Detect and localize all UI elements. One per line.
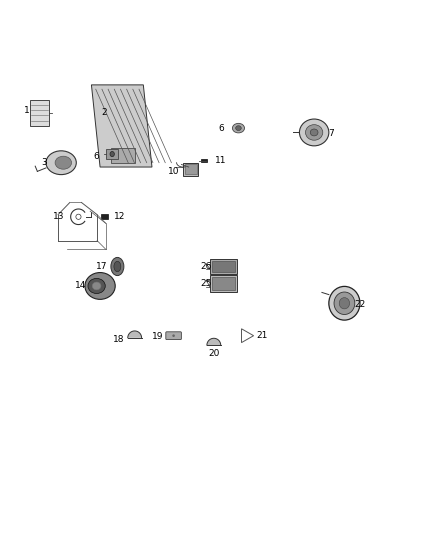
Text: 25: 25 [200,279,212,288]
Text: 14: 14 [75,281,86,290]
Text: 12: 12 [114,212,125,221]
Polygon shape [128,331,141,338]
Ellipse shape [233,123,244,133]
Text: 6: 6 [218,125,224,133]
Ellipse shape [329,286,360,320]
Text: 18: 18 [113,335,124,344]
Text: 21: 21 [257,331,268,340]
Ellipse shape [85,272,115,300]
Bar [185,165,197,174]
Bar [31,100,49,126]
Text: 19: 19 [152,333,163,342]
Bar [111,148,134,163]
Ellipse shape [172,334,175,337]
Ellipse shape [236,126,241,131]
Text: 13: 13 [53,212,65,221]
Bar [184,163,198,176]
Bar [210,275,237,293]
Polygon shape [207,338,221,345]
Text: 2: 2 [102,109,107,117]
Text: 17: 17 [95,262,107,271]
Ellipse shape [305,125,323,140]
Ellipse shape [110,151,114,157]
Text: 10: 10 [168,167,179,176]
Bar [212,261,235,272]
Text: 11: 11 [215,156,227,165]
FancyBboxPatch shape [166,332,181,340]
Ellipse shape [339,297,350,309]
Ellipse shape [111,257,124,276]
Text: 7: 7 [328,129,334,138]
Ellipse shape [334,292,355,314]
Bar [212,277,235,290]
Bar [210,259,237,274]
Ellipse shape [310,129,318,136]
Text: 6: 6 [93,152,99,161]
Polygon shape [92,85,152,167]
Ellipse shape [92,282,101,290]
Ellipse shape [300,119,329,146]
Ellipse shape [46,151,76,175]
Bar [106,149,118,159]
Text: 3: 3 [41,158,47,167]
Ellipse shape [88,278,105,294]
Ellipse shape [114,261,121,272]
Bar [201,159,207,162]
Text: 20: 20 [208,349,219,358]
Ellipse shape [55,156,71,169]
Bar [100,214,108,220]
Text: 22: 22 [354,300,366,309]
Text: 1: 1 [24,106,29,115]
Text: 26: 26 [200,262,212,271]
